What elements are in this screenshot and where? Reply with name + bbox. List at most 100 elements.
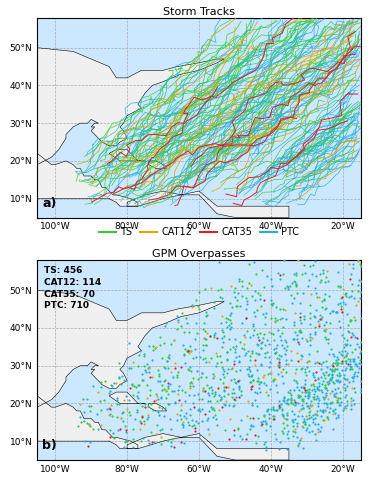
- Point: [252, 396, 258, 404]
- Point: [281, 393, 287, 401]
- Point: [161, 364, 167, 372]
- Point: [214, 421, 220, 429]
- Point: [299, 422, 305, 430]
- Point: [262, 349, 267, 357]
- Point: [317, 270, 323, 278]
- Point: [221, 386, 227, 394]
- Point: [303, 399, 309, 407]
- Point: [307, 276, 312, 283]
- Point: [343, 366, 349, 374]
- Point: [358, 288, 364, 296]
- Point: [210, 404, 216, 411]
- Point: [321, 296, 327, 304]
- Point: [349, 364, 355, 372]
- Point: [121, 376, 127, 384]
- Point: [312, 272, 318, 280]
- Point: [259, 338, 264, 345]
- Point: [290, 418, 296, 426]
- Point: [90, 382, 96, 390]
- Point: [344, 397, 350, 405]
- Point: [196, 304, 202, 312]
- Point: [245, 396, 251, 404]
- Point: [346, 293, 352, 301]
- Point: [299, 334, 305, 342]
- Point: [337, 282, 343, 290]
- Point: [126, 396, 132, 404]
- Point: [321, 296, 327, 304]
- Point: [238, 386, 244, 394]
- Point: [325, 396, 331, 404]
- Point: [276, 359, 282, 367]
- Point: [342, 376, 348, 384]
- Point: [279, 405, 285, 413]
- Point: [124, 405, 129, 413]
- Point: [274, 388, 280, 396]
- Point: [319, 388, 325, 396]
- Point: [192, 426, 198, 434]
- Point: [145, 342, 151, 350]
- Polygon shape: [109, 392, 145, 404]
- Point: [137, 399, 142, 407]
- Point: [252, 296, 258, 304]
- Text: TS: 456
CAT12: 114
CAT35: 70
PTC: 710: TS: 456 CAT12: 114 CAT35: 70 PTC: 710: [44, 266, 101, 310]
- Point: [163, 320, 169, 328]
- Point: [254, 330, 260, 338]
- Point: [236, 358, 242, 366]
- Point: [307, 421, 312, 429]
- Point: [170, 373, 176, 381]
- Point: [183, 414, 189, 422]
- Point: [242, 332, 248, 340]
- Point: [206, 390, 212, 398]
- Point: [254, 439, 260, 447]
- Point: [185, 346, 191, 354]
- Point: [206, 332, 212, 340]
- Point: [326, 376, 332, 384]
- Point: [109, 429, 115, 437]
- Point: [331, 392, 337, 400]
- Point: [276, 401, 282, 409]
- Point: [200, 341, 206, 349]
- Point: [354, 362, 360, 370]
- Point: [337, 283, 343, 291]
- Point: [357, 338, 363, 345]
- Point: [283, 338, 289, 346]
- Point: [208, 403, 214, 411]
- Point: [295, 440, 301, 448]
- Point: [349, 405, 355, 413]
- Point: [292, 416, 298, 424]
- Point: [135, 362, 141, 370]
- Point: [306, 408, 312, 416]
- Point: [341, 300, 347, 308]
- Point: [349, 348, 355, 356]
- Point: [232, 378, 238, 386]
- Point: [343, 342, 349, 349]
- Point: [332, 359, 338, 367]
- Point: [251, 326, 257, 334]
- Point: [123, 392, 129, 400]
- Point: [310, 393, 316, 401]
- Point: [159, 426, 165, 434]
- Point: [321, 326, 327, 334]
- Point: [215, 286, 221, 294]
- Point: [232, 379, 238, 387]
- Point: [263, 438, 269, 446]
- Point: [312, 430, 318, 438]
- Point: [322, 278, 328, 286]
- Point: [168, 442, 174, 450]
- Point: [337, 388, 343, 396]
- Point: [243, 349, 249, 357]
- Point: [200, 346, 206, 354]
- Point: [269, 301, 275, 309]
- Point: [203, 358, 209, 366]
- Point: [231, 390, 237, 398]
- Point: [190, 382, 196, 390]
- Point: [343, 289, 349, 297]
- Point: [178, 363, 184, 371]
- Point: [168, 438, 174, 446]
- Point: [256, 336, 262, 344]
- Point: [319, 408, 325, 416]
- Point: [226, 400, 232, 408]
- Point: [180, 422, 186, 430]
- Point: [220, 328, 226, 336]
- Point: [205, 398, 211, 406]
